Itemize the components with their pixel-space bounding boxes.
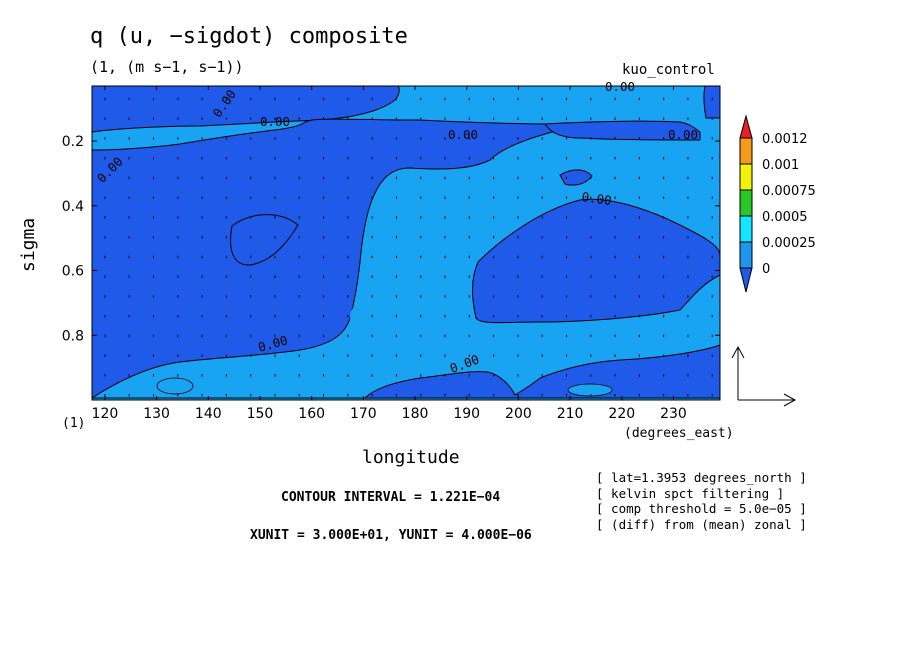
note-difference: [ (diff) from (mean) zonal ] <box>596 516 807 532</box>
negative-region <box>92 344 721 399</box>
colorbar-label: 0.00025 <box>762 236 816 251</box>
dataset-label: kuo_control <box>622 62 715 78</box>
x-units-label: (degrees_east) <box>624 426 734 441</box>
near-zero-pocket <box>350 298 410 334</box>
colorbar-label: 0.0012 <box>762 132 808 147</box>
reference-vector <box>731 345 797 407</box>
note-filtering: [ kelvin spct filtering ] <box>596 485 785 501</box>
contour-label: 0.00 <box>668 127 698 142</box>
colorbar-segment <box>739 163 753 191</box>
x-tick-label: 140 <box>195 406 222 422</box>
colorbar: 0.0012 0.001 0.00075 0.0005 0.00025 0 <box>739 114 816 293</box>
x-tick-label: 220 <box>608 406 635 422</box>
negative-region <box>559 169 593 186</box>
y-tick-label: 0.2 <box>62 134 84 150</box>
colorbar-label: 0.001 <box>762 158 799 173</box>
colorbar-bottom-triangle <box>739 267 753 293</box>
x-tick-label: 200 <box>505 406 532 422</box>
y-tick-label: 0.4 <box>62 199 84 215</box>
x-tick-label: 170 <box>350 406 377 422</box>
vector-field <box>104 97 713 397</box>
notes-block: [ lat=1.3953 degrees_north ] [ kelvin sp… <box>596 470 807 532</box>
negative-region <box>472 198 721 324</box>
plot-area: 0.000.000.000.000.000.000.000.000.00 <box>91 79 721 401</box>
contour-label: 0.00 <box>581 189 613 208</box>
x-tick-label: 150 <box>247 406 274 422</box>
x-axis: 120 130 140 150 160 170 180 190 200 210 220 230 <box>92 86 687 422</box>
colorbar-label: 0 <box>762 262 770 277</box>
note-latitude: [ lat=1.3953 degrees_north ] <box>596 470 807 485</box>
near-zero-pocket <box>567 383 613 397</box>
x-axis-label: longitude <box>362 447 460 468</box>
contour-label: 0.00 <box>260 114 290 129</box>
colorbar-top-triangle <box>739 114 753 139</box>
negative-region <box>703 85 721 119</box>
negative-region <box>91 118 561 399</box>
x-tick-label: 180 <box>402 406 429 422</box>
x-tick-label: 160 <box>298 406 325 422</box>
near-zero-pocket <box>156 377 194 395</box>
plot-frame <box>91 85 721 401</box>
y-axis-label: sigma <box>18 217 39 272</box>
vector-units: XUNIT = 3.000E+01, YUNIT = 4.000E−06 <box>250 528 532 543</box>
negative-region <box>91 85 400 133</box>
level-label: (1) <box>62 416 86 431</box>
contour-label: 0.00 <box>448 127 478 142</box>
x-tick-label: 130 <box>143 406 170 422</box>
colorbar-label: 0.00075 <box>762 184 816 199</box>
x-tick-label: 190 <box>453 406 480 422</box>
contour-interval: CONTOUR INTERVAL = 1.221E−04 <box>281 490 501 505</box>
colorbar-segment <box>739 241 753 269</box>
negative-region <box>544 120 701 141</box>
x-tick-label: 210 <box>557 406 584 422</box>
colorbar-segment <box>739 189 753 217</box>
chart-subtitle: (1, (m s−1, s−1)) <box>90 58 244 76</box>
note-threshold: [ comp threshold = 5.0e−05 ] <box>596 501 807 516</box>
chart-title: q (u, −sigdot) composite <box>90 24 408 49</box>
y-tick-label: 0.6 <box>62 264 84 280</box>
negative-regions <box>91 85 721 399</box>
y-axis: 0.2 0.4 0.6 0.8 <box>62 134 720 344</box>
y-tick-label: 0.8 <box>62 328 84 344</box>
colorbar-segment <box>739 137 753 165</box>
colorbar-label: 0.0005 <box>762 210 808 225</box>
negative-region <box>230 214 299 266</box>
x-tick-label: 230 <box>660 406 687 422</box>
x-tick-label: 120 <box>92 406 119 422</box>
colorbar-segment <box>739 215 753 243</box>
